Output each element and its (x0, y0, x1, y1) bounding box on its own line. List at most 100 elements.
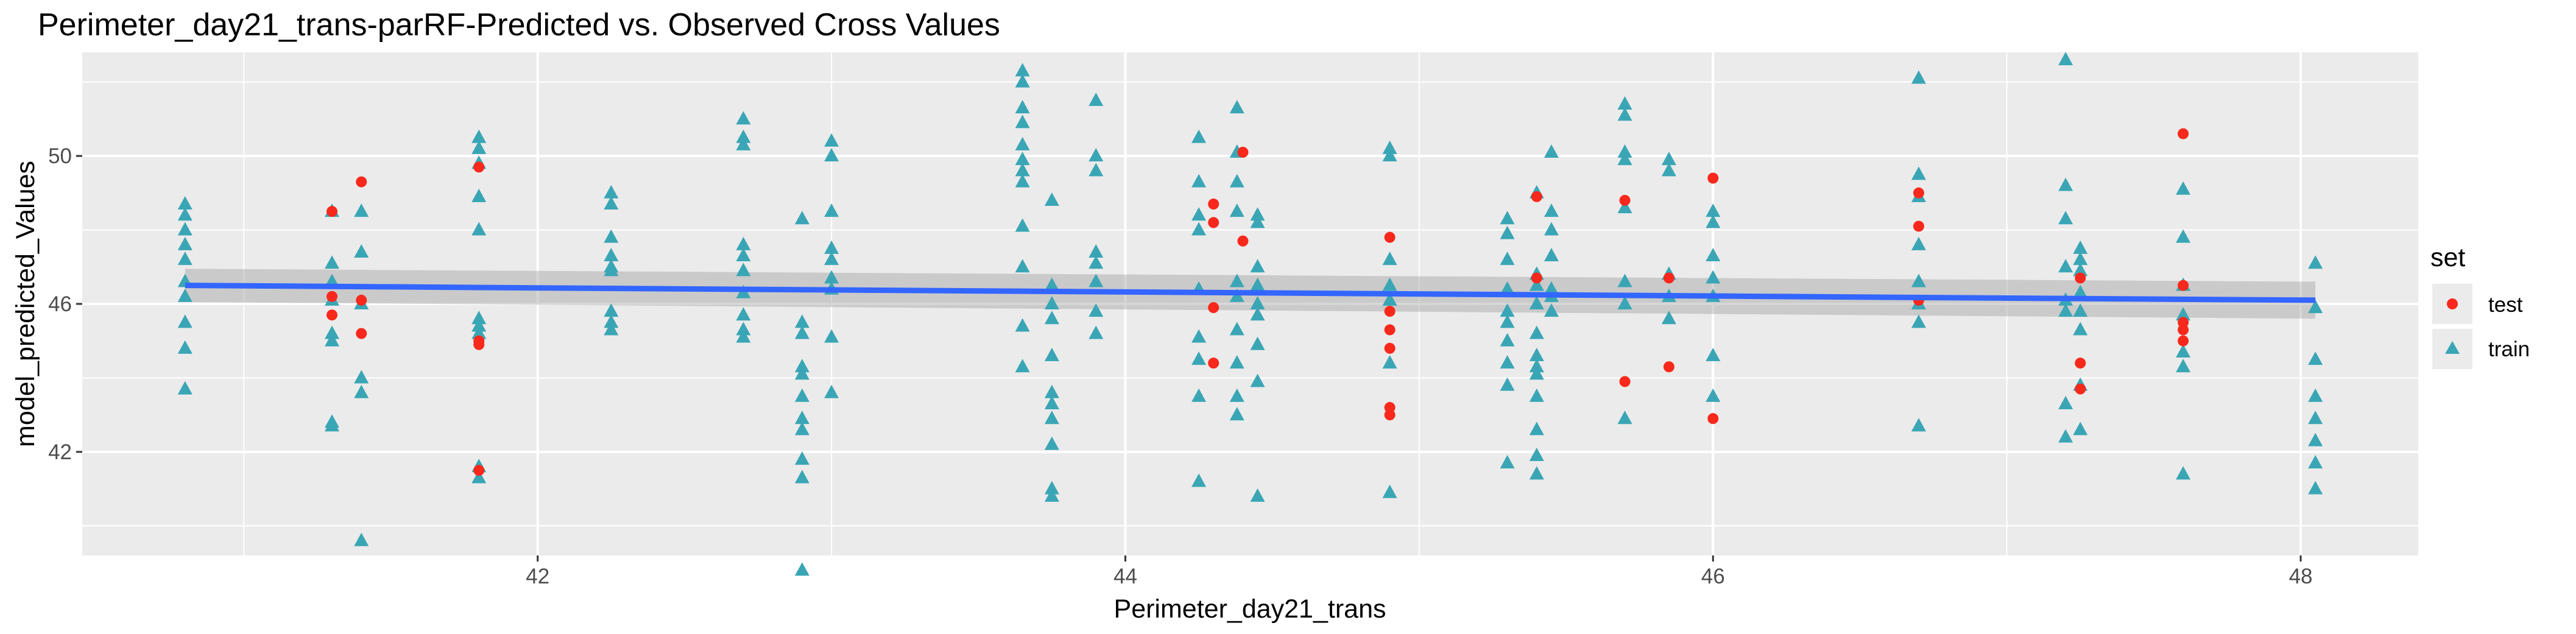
train-point (794, 325, 810, 339)
train-point (2308, 300, 2323, 314)
test-point (1384, 231, 1396, 243)
train-point (1661, 152, 1676, 166)
train-point (736, 236, 751, 250)
train-point (1529, 277, 1544, 291)
train-point (1229, 407, 1244, 421)
test-point (1663, 272, 1674, 284)
train-point (1911, 314, 1926, 328)
train-point (1529, 466, 1544, 480)
train-point (604, 185, 619, 199)
test-point (473, 339, 485, 350)
test-point (356, 328, 367, 339)
train-point (1500, 377, 1515, 391)
train-point (2058, 429, 2073, 443)
train-point (1191, 222, 1207, 236)
train-point (1191, 351, 1207, 365)
test-point (473, 465, 485, 476)
test-point (2178, 128, 2189, 139)
test-point (326, 291, 338, 302)
train-point (1191, 207, 1207, 221)
legend-title: set (2430, 243, 2465, 272)
train-point (177, 314, 192, 328)
train-point (794, 314, 810, 328)
train-point (736, 262, 751, 276)
train-point (1529, 359, 1544, 373)
train-point (471, 222, 487, 236)
train-point (1044, 277, 1059, 291)
test-point (1384, 342, 1396, 354)
train-point (1015, 63, 1030, 77)
test-point (1707, 172, 1719, 184)
train-point (1015, 114, 1030, 129)
grid-major (82, 52, 2418, 555)
train-point (2073, 421, 2088, 435)
train-point (2308, 351, 2323, 365)
train-point (2058, 259, 2073, 273)
train-point (1015, 318, 1030, 332)
train-point (824, 240, 839, 254)
train-point (794, 451, 810, 465)
train-point (1250, 259, 1265, 273)
test-point (2075, 383, 2086, 395)
train-point (2176, 229, 2191, 243)
train-point (1544, 303, 1559, 317)
train-point (1529, 448, 1544, 462)
train-point (794, 562, 810, 576)
train-point (325, 255, 340, 269)
train-point (604, 248, 619, 262)
train-point (824, 384, 839, 398)
test-point (1237, 146, 1249, 158)
train-point (354, 244, 369, 258)
y-axis-title: model_predicted_Values (11, 161, 40, 447)
y-tick-label: 46 (48, 292, 72, 316)
train-point (736, 307, 751, 321)
train-point (1191, 129, 1207, 143)
test-point (1237, 235, 1249, 247)
train-point (2308, 481, 2323, 495)
train-point (1015, 136, 1030, 150)
test-point (1707, 413, 1719, 424)
test-point (2075, 272, 2086, 284)
train-point (1191, 473, 1207, 487)
train-point (1544, 203, 1559, 217)
train-point (2308, 432, 2323, 446)
train-point (1191, 174, 1207, 188)
train-point (1044, 296, 1059, 309)
train-point (1015, 259, 1030, 273)
train-point (1089, 163, 1104, 177)
train-point (1706, 203, 1721, 217)
train-point (1015, 218, 1030, 232)
train-point (354, 370, 369, 384)
train-point (1617, 410, 1632, 424)
train-point (1044, 311, 1059, 325)
train-point (794, 366, 810, 380)
train-point (2176, 307, 2191, 321)
train-point (1229, 273, 1244, 287)
train-point (354, 203, 369, 217)
train-point (2073, 262, 2088, 276)
train-point (1382, 292, 1397, 306)
train-point (1911, 273, 1926, 287)
train-point (2058, 303, 2073, 317)
train-point (1250, 488, 1265, 502)
train-point (2308, 455, 2323, 469)
train-point (1911, 418, 1926, 432)
legend-label-test: test (2488, 293, 2523, 317)
train-point (1015, 74, 1030, 88)
train-point (736, 329, 751, 343)
test-point (356, 294, 367, 306)
test-point (2178, 324, 2189, 336)
train-point (1500, 211, 1515, 225)
train-point (1544, 222, 1559, 236)
train-point (736, 111, 751, 125)
legend-test-marker (2447, 298, 2458, 309)
train-point (736, 129, 751, 143)
train-point (604, 314, 619, 328)
train-point (1500, 303, 1515, 317)
train-point (1044, 192, 1059, 206)
train-point (471, 129, 487, 143)
train-point (177, 207, 192, 221)
train-point (736, 248, 751, 262)
train-point (1911, 166, 1926, 180)
train-point (1044, 395, 1059, 409)
